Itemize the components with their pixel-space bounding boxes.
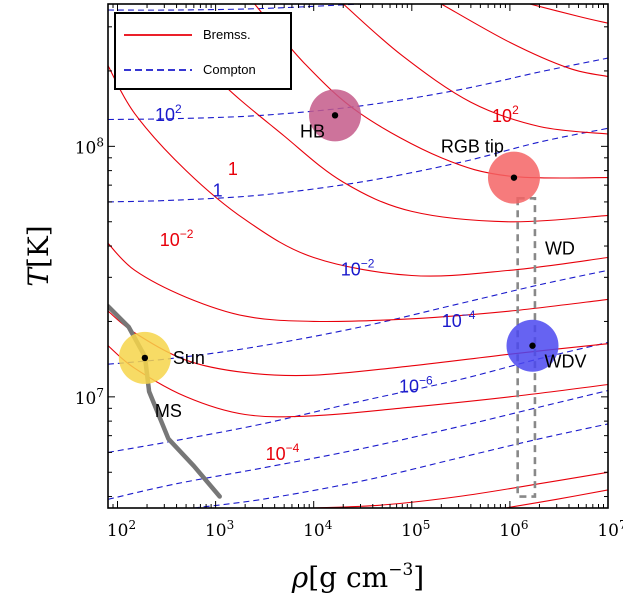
inline-label-layer: 102 1 10−2 10−4 102 1 10−2 10−4 10−6 Sun HB RGB tip… <box>155 102 587 464</box>
legend-box <box>114 12 292 90</box>
star-label-1: HB <box>300 121 325 141</box>
star-dot-1 <box>331 112 339 119</box>
x-tick-label-4: 106 <box>499 518 528 541</box>
bremss-curve-7 <box>441 4 608 78</box>
compton-label-0: 102 <box>155 102 182 125</box>
main-sequence-label: MS <box>155 401 182 421</box>
compton-curve-0 <box>108 389 608 500</box>
x-tick-label-1: 103 <box>205 518 234 541</box>
x-axis-title: ρ[g cm−3] <box>291 560 424 594</box>
main-sequence-line <box>108 303 222 499</box>
bremss-curve-6 <box>342 4 608 135</box>
star-dot-2 <box>510 174 518 181</box>
wd-region-label: WD <box>545 239 575 259</box>
compton-curve-2 <box>108 269 608 365</box>
legend-compton-label: Compton <box>203 62 256 77</box>
bremss-label-3: 10−4 <box>266 441 300 464</box>
x-tick-label-0: 102 <box>107 518 136 541</box>
bremss-curve-9 <box>313 471 608 508</box>
bremss-curve-3 <box>108 65 608 277</box>
star-label-0: Sun <box>173 348 205 368</box>
bremss-curve-10 <box>505 489 608 508</box>
star-dot-3 <box>529 342 536 349</box>
legend: Bremss. Compton <box>114 12 292 90</box>
plot-frame <box>107 3 609 509</box>
compton-curve-5 <box>108 4 361 11</box>
bremss-label-2: 10−2 <box>160 227 194 250</box>
compton-curve-3 <box>108 127 608 203</box>
compton-label-1: 1 <box>213 181 223 201</box>
bremss-curve-8 <box>529 4 608 24</box>
x-tick-label-2: 104 <box>303 518 333 541</box>
bremss-curve-5 <box>254 4 608 179</box>
compton-label-2: 10−2 <box>341 257 375 280</box>
x-tick-label-5: 107 <box>597 518 623 541</box>
y-tick-label-0: 107 <box>75 386 104 409</box>
star-label-3: WDV <box>545 352 587 372</box>
bremss-label-0: 102 <box>492 103 519 126</box>
overlay-layer <box>108 89 559 499</box>
star-label-2: RGB tip <box>441 137 504 157</box>
compton-curve-4 <box>108 57 608 121</box>
y-axis-title: T[K] <box>22 225 55 286</box>
legend-bremss-label: Bremss. <box>203 27 251 42</box>
bremss-curve-2 <box>108 242 608 323</box>
tick-layer: 102 103 104 105 106 107 107 108 <box>75 4 623 541</box>
star-dot-0 <box>141 354 149 362</box>
compton-curve-6 <box>193 423 608 508</box>
bremss-label-1: 1 <box>228 159 238 179</box>
compton-label-4: 10−6 <box>399 374 433 397</box>
compton-label-3: 10−4 <box>442 308 476 331</box>
y-tick-label-1: 108 <box>75 135 104 158</box>
x-tick-label-3: 105 <box>401 518 430 541</box>
